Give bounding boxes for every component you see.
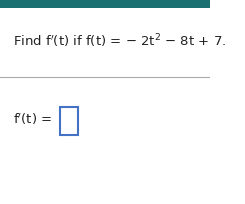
FancyBboxPatch shape bbox=[0, 0, 210, 9]
Text: f$'$(t) =: f$'$(t) = bbox=[12, 111, 53, 126]
Text: Find f$'$(t) if f(t) = $-$ 2t$^2$ $-$ 8t + 7.: Find f$'$(t) if f(t) = $-$ 2t$^2$ $-$ 8t… bbox=[12, 32, 226, 50]
FancyBboxPatch shape bbox=[60, 107, 78, 136]
